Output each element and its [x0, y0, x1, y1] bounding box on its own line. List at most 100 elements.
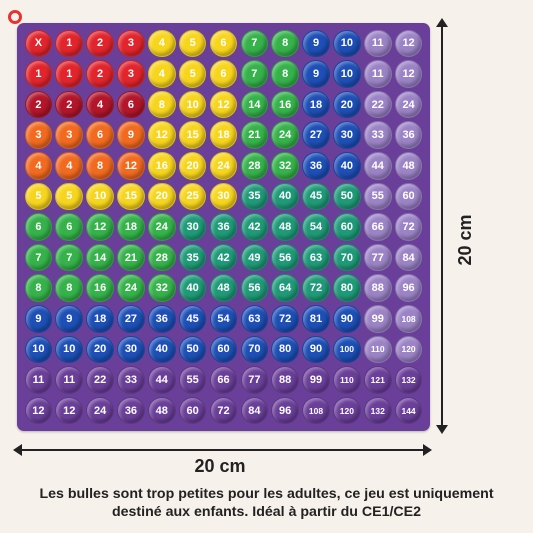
product-bubble[interactable]: 64 — [271, 274, 299, 303]
product-bubble[interactable]: 2 — [86, 60, 114, 88]
row-label-bubble[interactable]: 10 — [24, 335, 53, 364]
product-bubble[interactable]: 22 — [363, 90, 392, 119]
product-bubble[interactable]: 60 — [209, 335, 238, 364]
product-bubble[interactable]: 48 — [271, 213, 299, 241]
product-bubble[interactable]: 108 — [394, 305, 423, 333]
product-bubble[interactable]: 110 — [333, 366, 361, 394]
product-bubble[interactable]: 81 — [302, 305, 330, 333]
product-bubble[interactable]: 36 — [209, 213, 238, 241]
product-bubble[interactable]: 33 — [363, 121, 392, 149]
row-label-bubble[interactable]: 2 — [24, 90, 53, 119]
product-bubble[interactable]: 1 — [55, 60, 84, 88]
product-bubble[interactable]: 66 — [209, 366, 238, 394]
product-bubble[interactable]: 40 — [148, 335, 176, 364]
product-bubble[interactable]: 24 — [117, 274, 145, 303]
product-bubble[interactable]: 96 — [271, 396, 299, 425]
product-bubble[interactable]: 35 — [240, 182, 269, 211]
product-bubble[interactable]: 88 — [363, 274, 392, 303]
product-bubble[interactable]: 30 — [117, 335, 145, 364]
product-bubble[interactable]: 66 — [363, 213, 392, 241]
product-bubble[interactable]: 18 — [117, 213, 145, 241]
product-bubble[interactable]: 80 — [333, 274, 361, 303]
product-bubble[interactable]: 63 — [240, 305, 269, 333]
product-bubble[interactable]: 24 — [394, 90, 423, 119]
product-bubble[interactable]: 27 — [302, 121, 330, 149]
product-bubble[interactable]: 10 — [333, 60, 361, 88]
header-bubble[interactable]: 3 — [117, 29, 145, 58]
row-label-bubble[interactable]: 11 — [24, 366, 53, 394]
product-bubble[interactable]: 77 — [363, 243, 392, 272]
product-bubble[interactable]: 32 — [271, 151, 299, 180]
product-bubble[interactable]: 96 — [394, 274, 423, 303]
product-bubble[interactable]: 28 — [148, 243, 176, 272]
product-bubble[interactable]: 90 — [302, 335, 330, 364]
product-bubble[interactable]: 120 — [394, 335, 423, 364]
product-bubble[interactable]: 6 — [117, 90, 145, 119]
product-bubble[interactable]: 27 — [117, 305, 145, 333]
product-bubble[interactable]: 50 — [333, 182, 361, 211]
product-bubble[interactable]: 6 — [209, 60, 238, 88]
product-bubble[interactable]: 3 — [117, 60, 145, 88]
row-label-bubble[interactable]: 1 — [24, 60, 53, 88]
product-bubble[interactable]: 20 — [86, 335, 114, 364]
product-bubble[interactable]: 72 — [394, 213, 423, 241]
product-bubble[interactable]: 54 — [209, 305, 238, 333]
product-bubble[interactable]: 12 — [86, 213, 114, 241]
product-bubble[interactable]: 6 — [55, 213, 84, 241]
product-bubble[interactable]: 10 — [178, 90, 207, 119]
header-bubble[interactable]: X — [24, 29, 53, 58]
product-bubble[interactable]: 11 — [55, 366, 84, 394]
product-bubble[interactable]: 48 — [394, 151, 423, 180]
product-bubble[interactable]: 5 — [178, 60, 207, 88]
product-bubble[interactable]: 121 — [363, 366, 392, 394]
product-bubble[interactable]: 88 — [271, 366, 299, 394]
product-bubble[interactable]: 20 — [178, 151, 207, 180]
row-label-bubble[interactable]: 8 — [24, 274, 53, 303]
product-bubble[interactable]: 120 — [333, 396, 361, 425]
product-bubble[interactable]: 110 — [363, 335, 392, 364]
product-bubble[interactable]: 14 — [86, 243, 114, 272]
product-bubble[interactable]: 22 — [86, 366, 114, 394]
product-bubble[interactable]: 10 — [55, 335, 84, 364]
product-bubble[interactable]: 16 — [86, 274, 114, 303]
product-bubble[interactable]: 15 — [178, 121, 207, 149]
product-bubble[interactable]: 7 — [240, 60, 269, 88]
product-bubble[interactable]: 36 — [148, 305, 176, 333]
header-bubble[interactable]: 11 — [363, 29, 392, 58]
product-bubble[interactable]: 12 — [394, 60, 423, 88]
product-bubble[interactable]: 30 — [333, 121, 361, 149]
product-bubble[interactable]: 63 — [302, 243, 330, 272]
product-bubble[interactable]: 55 — [363, 182, 392, 211]
product-bubble[interactable]: 48 — [209, 274, 238, 303]
product-bubble[interactable]: 24 — [209, 151, 238, 180]
product-bubble[interactable]: 9 — [302, 60, 330, 88]
product-bubble[interactable]: 18 — [302, 90, 330, 119]
product-bubble[interactable]: 21 — [117, 243, 145, 272]
product-bubble[interactable]: 9 — [55, 305, 84, 333]
product-bubble[interactable]: 70 — [333, 243, 361, 272]
product-bubble[interactable]: 60 — [333, 213, 361, 241]
product-bubble[interactable]: 77 — [240, 366, 269, 394]
product-bubble[interactable]: 36 — [117, 396, 145, 425]
product-bubble[interactable]: 72 — [209, 396, 238, 425]
product-bubble[interactable]: 35 — [178, 243, 207, 272]
product-bubble[interactable]: 70 — [240, 335, 269, 364]
product-bubble[interactable]: 12 — [117, 151, 145, 180]
product-bubble[interactable]: 44 — [363, 151, 392, 180]
product-bubble[interactable]: 45 — [302, 182, 330, 211]
product-bubble[interactable]: 12 — [55, 396, 84, 425]
product-bubble[interactable]: 12 — [148, 121, 176, 149]
product-bubble[interactable]: 90 — [333, 305, 361, 333]
product-bubble[interactable]: 12 — [209, 90, 238, 119]
header-bubble[interactable]: 7 — [240, 29, 269, 58]
header-bubble[interactable]: 6 — [209, 29, 238, 58]
row-label-bubble[interactable]: 12 — [24, 396, 53, 425]
row-label-bubble[interactable]: 5 — [24, 182, 53, 211]
row-label-bubble[interactable]: 9 — [24, 305, 53, 333]
product-bubble[interactable]: 144 — [394, 396, 423, 425]
header-bubble[interactable]: 2 — [86, 29, 114, 58]
product-bubble[interactable]: 24 — [148, 213, 176, 241]
product-bubble[interactable]: 56 — [240, 274, 269, 303]
product-bubble[interactable]: 42 — [209, 243, 238, 272]
product-bubble[interactable]: 132 — [363, 396, 392, 425]
